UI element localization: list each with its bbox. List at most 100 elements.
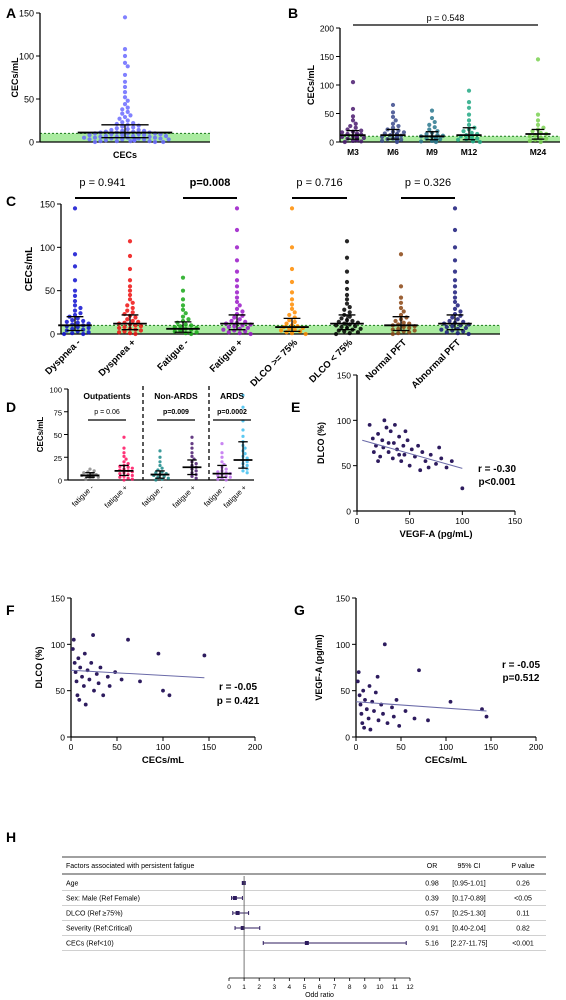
data-point: [393, 422, 397, 427]
y-axis-label: CECs/mL: [10, 57, 20, 98]
x-tick-label: Dyspnea -: [43, 337, 83, 377]
y-tick-label: 0: [29, 138, 34, 148]
data-point: [94, 672, 99, 676]
data-point: [116, 330, 122, 335]
data-point: [167, 693, 172, 698]
data-point: [379, 138, 385, 143]
data-point: [371, 450, 376, 454]
data-point: [237, 303, 242, 308]
x-tick-label: 6: [318, 984, 322, 991]
data-point: [427, 127, 432, 132]
data-point: [180, 303, 186, 308]
data-point: [378, 454, 383, 459]
data-point: [127, 253, 133, 259]
x-tick-label: 9: [363, 984, 367, 991]
data-point: [226, 330, 231, 335]
data-point: [237, 317, 242, 322]
data-point: [386, 450, 391, 454]
stat-r: r = -0.05: [219, 682, 258, 693]
data-point: [398, 305, 404, 311]
data-point: [480, 707, 484, 712]
data-point: [103, 138, 108, 143]
panel-letter: D: [6, 399, 16, 415]
data-point: [72, 264, 78, 269]
data-point: [120, 111, 125, 116]
data-point: [127, 284, 133, 289]
data-point: [241, 428, 245, 432]
data-point: [119, 677, 124, 682]
data-point: [418, 468, 423, 473]
x-tick-label: 100: [156, 742, 170, 752]
data-point: [77, 698, 82, 702]
data-point: [72, 308, 78, 313]
data-point: [120, 133, 125, 138]
data-point: [117, 116, 122, 121]
data-point: [78, 665, 83, 670]
data-point: [390, 102, 396, 108]
column-header: OR: [427, 863, 438, 870]
data-point: [342, 307, 347, 312]
table-title: Factors associated with persistent fatig…: [66, 863, 195, 870]
data-point: [194, 330, 199, 335]
group-label: Outpatients: [83, 391, 130, 401]
panel-letter: F: [6, 602, 15, 618]
p-value-label: p = 0.06: [94, 409, 120, 416]
data-point: [396, 123, 401, 129]
data-point: [426, 718, 430, 723]
data-point: [452, 258, 458, 263]
p-value: 0.82: [516, 926, 530, 933]
data-point: [130, 305, 135, 311]
data-point: [122, 60, 128, 65]
row-label: CECs (Ref<10): [66, 941, 114, 948]
data-point: [429, 115, 435, 121]
data-point: [439, 456, 444, 461]
row-label: Age: [66, 881, 79, 888]
p-value: <0.001: [512, 941, 534, 948]
y-tick-label: 150: [51, 594, 65, 604]
data-point: [154, 471, 158, 475]
data-point: [216, 470, 220, 474]
data-point: [71, 637, 76, 642]
x-tick-label: 3: [272, 984, 276, 991]
data-point: [234, 258, 240, 263]
data-point: [359, 128, 364, 133]
row-label: Severity (Ref:Critical): [66, 926, 132, 933]
data-point: [105, 674, 110, 679]
stat-r: r = -0.30: [478, 464, 517, 475]
data-point: [382, 642, 387, 647]
data-point: [289, 279, 295, 285]
data-point: [127, 292, 133, 298]
data-point: [158, 463, 162, 468]
data-point: [75, 320, 80, 325]
data-point: [70, 647, 75, 651]
data-point: [455, 137, 461, 142]
x-tick-label: CECs: [113, 150, 137, 160]
data-point: [232, 324, 237, 329]
column-header: 95% CI: [458, 863, 481, 870]
data-point: [120, 137, 125, 142]
y-tick-label: 50: [56, 686, 66, 696]
data-point: [122, 446, 126, 450]
data-point: [190, 451, 194, 455]
data-point: [347, 331, 352, 336]
group-label: Non-ARDS: [154, 391, 198, 401]
data-point: [72, 206, 78, 211]
data-point: [138, 679, 142, 684]
data-point: [243, 446, 247, 450]
data-point: [386, 441, 391, 445]
data-point: [538, 139, 543, 145]
data-point: [116, 325, 122, 331]
data-point: [109, 127, 114, 133]
data-point: [292, 310, 297, 315]
data-point: [118, 472, 122, 476]
data-point: [86, 330, 91, 335]
data-point: [455, 317, 460, 322]
data-point: [376, 459, 380, 464]
data-point: [190, 446, 194, 450]
data-point: [125, 118, 130, 123]
data-point: [393, 118, 398, 123]
data-point: [113, 670, 118, 675]
data-point: [122, 478, 126, 482]
or-value: 0.98: [425, 881, 439, 888]
data-point: [403, 709, 408, 713]
